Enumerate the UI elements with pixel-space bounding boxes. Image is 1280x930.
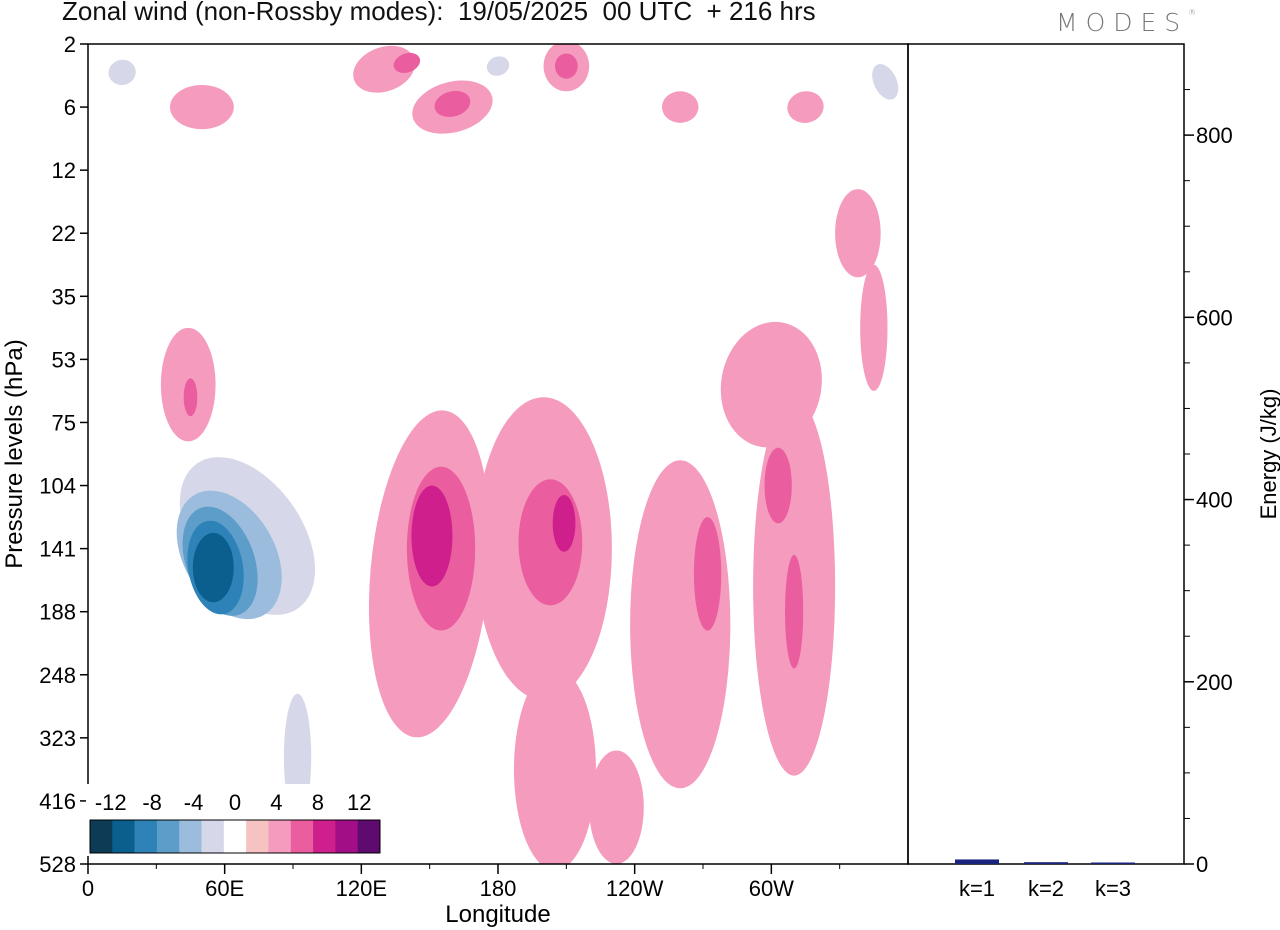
energy-tick-label-4: 800 bbox=[1196, 123, 1233, 148]
pos-level-200-5 bbox=[518, 479, 583, 606]
y-tick-label-3: 22 bbox=[52, 221, 76, 246]
pos-level-260-5 bbox=[693, 517, 722, 631]
streak-6 bbox=[486, 56, 510, 76]
pos-level-310-b bbox=[785, 554, 804, 669]
y-axis-label: Pressure levels (hPa) bbox=[1, 339, 28, 568]
energy-tick-label-2: 400 bbox=[1196, 488, 1233, 513]
pos-region-upper-far bbox=[835, 189, 881, 278]
energy-tick-label-0: 0 bbox=[1196, 852, 1208, 877]
wind-anomaly-contours bbox=[92, 189, 888, 864]
streak-13 bbox=[739, 81, 804, 133]
energy-panel-frame bbox=[907, 43, 1185, 865]
colorbar-label-2: -4 bbox=[184, 790, 204, 815]
colorbar-label-3: 0 bbox=[229, 790, 241, 815]
colorbar-swatch-0 bbox=[90, 820, 113, 853]
y-tick-label-11: 323 bbox=[39, 726, 76, 751]
pos-region-260 bbox=[630, 460, 731, 789]
y-tick-label-1: 6 bbox=[64, 95, 76, 120]
pos-region-deep2 bbox=[589, 750, 644, 864]
streak-16 bbox=[787, 91, 824, 123]
streak-8 bbox=[434, 90, 471, 117]
streak-2 bbox=[170, 85, 234, 130]
colorbar-frame bbox=[89, 819, 381, 854]
colorbar-swatch-5 bbox=[201, 820, 225, 853]
y-tick-label-2: 12 bbox=[52, 158, 76, 183]
colorbar-label-6: 12 bbox=[347, 790, 371, 815]
pos-region-upper-far2 bbox=[860, 264, 888, 391]
neg-region-tail bbox=[229, 334, 380, 460]
zonal-wind-heatmap bbox=[88, 44, 908, 864]
streak-10 bbox=[554, 53, 578, 79]
colorbar-swatch-8 bbox=[268, 820, 292, 853]
colorbar-label-0: -12 bbox=[95, 790, 127, 815]
colorbar-swatch-11 bbox=[335, 820, 358, 853]
y-tick-label-13: 528 bbox=[39, 852, 76, 877]
colorbar-swatch-12 bbox=[357, 820, 381, 853]
colorbar-swatch-10 bbox=[313, 820, 336, 853]
x-tick-label-1: 60E bbox=[205, 876, 244, 901]
x-axis-label: Longitude bbox=[445, 901, 550, 928]
x-tick-label-3: 180 bbox=[480, 876, 517, 901]
neg-region-tail2 bbox=[403, 295, 502, 373]
y-tick-label-6: 75 bbox=[52, 410, 76, 435]
colorbar-swatch-6 bbox=[223, 820, 247, 853]
y-tick-label-5: 53 bbox=[52, 347, 76, 372]
colorbar-label-4: 4 bbox=[270, 790, 282, 815]
pos-level-200-7 bbox=[552, 495, 576, 552]
streak-1 bbox=[108, 59, 136, 86]
energy-tick-label-1: 200 bbox=[1196, 670, 1233, 695]
streak-4 bbox=[393, 52, 421, 73]
pos-level-150-7 bbox=[411, 485, 453, 587]
colorbar-swatch-9 bbox=[290, 820, 314, 853]
colorbar-label-5: 8 bbox=[312, 790, 324, 815]
x-tick-label-4: 120W bbox=[606, 876, 664, 901]
x-axis: 0 60E 120E 180 120W 60W bbox=[82, 864, 841, 901]
y-tick-label-10: 248 bbox=[39, 663, 76, 688]
colorbar-legend: -12 -8 -4 0 4 8 12 bbox=[86, 784, 384, 856]
colorbar-swatch-4 bbox=[179, 820, 202, 853]
pos-level-310-5 bbox=[764, 447, 792, 524]
energy-bar-label-1: k=2 bbox=[1028, 876, 1064, 901]
colorbar-swatch-7 bbox=[246, 820, 269, 853]
neg-core bbox=[192, 532, 234, 603]
y-tick-label-8: 141 bbox=[39, 537, 76, 562]
energy-bar-label-0: k=1 bbox=[959, 876, 995, 901]
colorbar-swatch-2 bbox=[134, 820, 158, 853]
colorbar-label-1: -8 bbox=[142, 790, 162, 815]
neg-region-west bbox=[92, 485, 139, 612]
modes-logo-text: MODES bbox=[1056, 8, 1189, 37]
pos-region-deep bbox=[513, 668, 596, 864]
energy-bar-k=2 bbox=[1024, 862, 1068, 864]
y-tick-label-7: 104 bbox=[39, 474, 76, 499]
y-tick-label-0: 2 bbox=[64, 32, 76, 57]
energy-bar-k=1 bbox=[955, 859, 999, 864]
energy-axis: 0 200 400 600 800 bbox=[1184, 89, 1233, 877]
streak-11 bbox=[597, 50, 636, 114]
x-tick-label-0: 0 bbox=[82, 876, 94, 901]
colorbar-swatch-1 bbox=[112, 820, 135, 853]
energy-bar-label-2: k=3 bbox=[1095, 876, 1131, 901]
streak-15 bbox=[872, 64, 899, 100]
colorbar-swatch-3 bbox=[156, 820, 180, 853]
y-tick-label-9: 188 bbox=[39, 600, 76, 625]
energy-axis-label: Energy (J/kg) bbox=[1256, 389, 1280, 520]
x-tick-label-5: 60W bbox=[749, 876, 794, 901]
pos-level-upper-5 bbox=[183, 378, 198, 417]
x-tick-label-2: 120E bbox=[336, 876, 387, 901]
y-tick-label-4: 35 bbox=[52, 284, 76, 309]
modes-logo: MODES® bbox=[1056, 8, 1197, 37]
figure-title: Zonal wind (non-Rossby modes): 19/05/202… bbox=[62, 0, 816, 26]
stratospheric-wind-streaks bbox=[90, 44, 908, 134]
energy-bars: k=1 k=2 k=3 bbox=[955, 859, 1135, 901]
y-tick-label-12: 416 bbox=[39, 789, 76, 814]
streak-17 bbox=[662, 91, 699, 123]
pos-region-upper-east bbox=[720, 321, 822, 448]
energy-bar-k=3 bbox=[1091, 862, 1135, 864]
y-axis: 2 6 12 22 35 53 75 104 141 188 248 323 416 528 bbox=[39, 32, 88, 877]
energy-tick-label-3: 600 bbox=[1196, 305, 1233, 330]
